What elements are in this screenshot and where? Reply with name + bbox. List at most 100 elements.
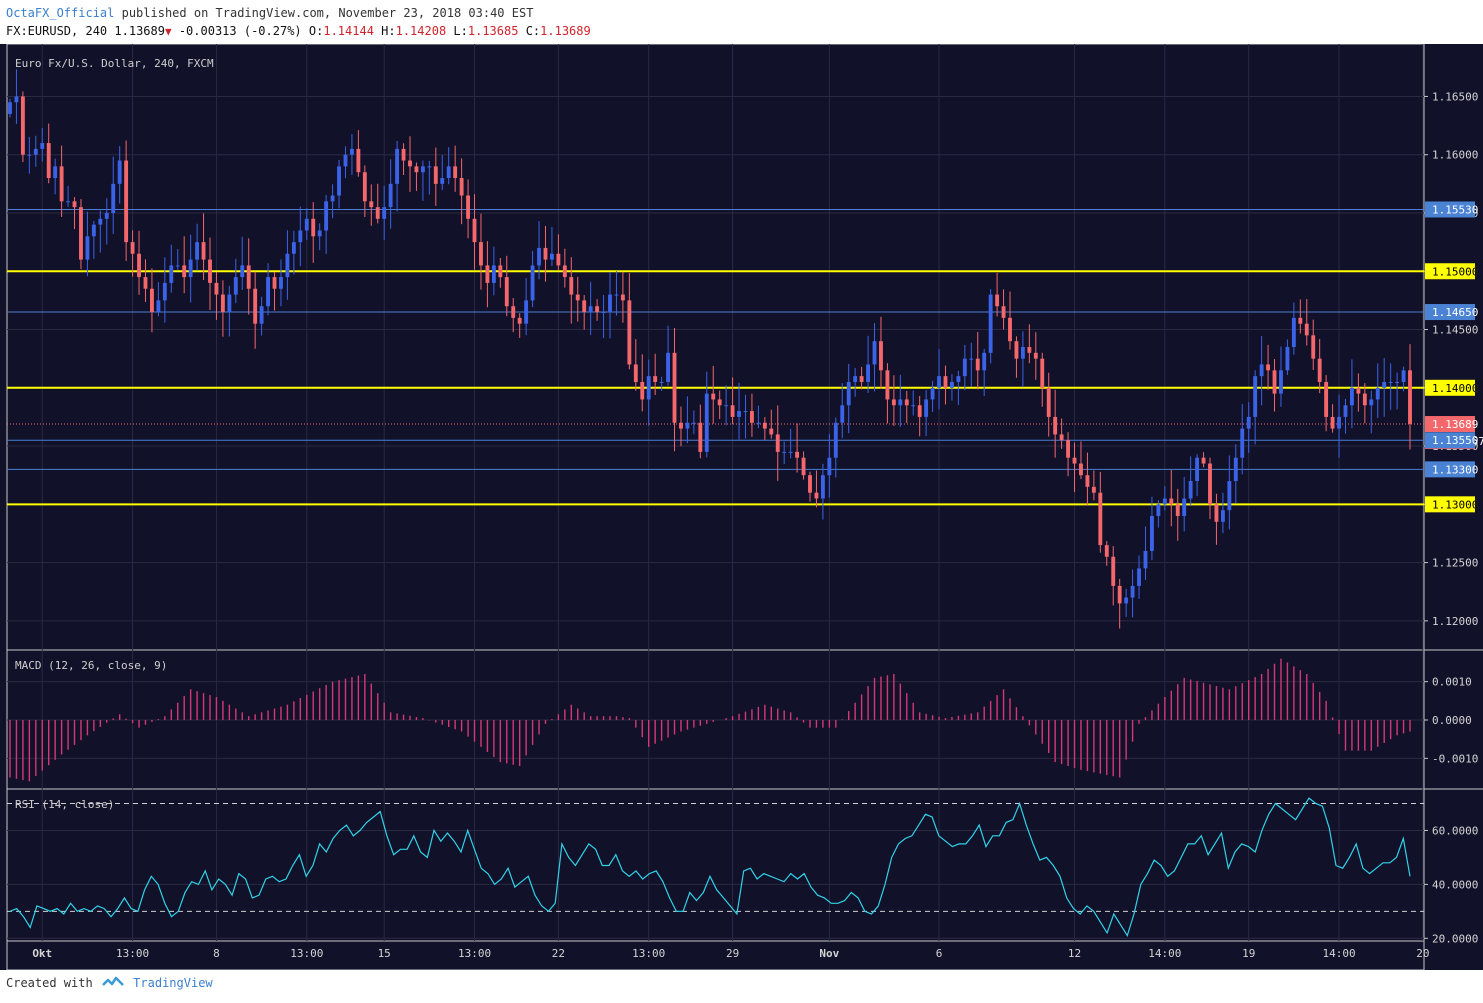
candle-body [1317, 358, 1322, 382]
candle-body [917, 405, 922, 417]
price-tick-label: 1.12500 [1432, 557, 1478, 570]
candle-body [782, 451, 787, 453]
published-text: published on TradingView.com, November 2… [121, 6, 534, 20]
price-tick-label: 1.16500 [1432, 90, 1478, 103]
candle-body [143, 277, 148, 289]
candle-body [1046, 387, 1051, 417]
candle-body [614, 294, 619, 296]
candle-body [485, 265, 490, 283]
candle-body [1001, 306, 1006, 318]
candle-body [156, 300, 161, 313]
price-tick-label: 1.14500 [1432, 324, 1478, 337]
candle-body [1137, 568, 1141, 586]
candle-body [795, 451, 800, 458]
price-tag-bg [1425, 304, 1475, 321]
candle-body [1124, 597, 1129, 604]
candle-body [833, 422, 838, 458]
candle-body [369, 201, 374, 208]
candle-body [911, 405, 916, 407]
candle-body [827, 457, 832, 476]
candle-body [1104, 545, 1109, 557]
candle-body [1098, 492, 1103, 546]
candle-body [672, 352, 677, 423]
down-triangle-icon: ▼ [164, 25, 172, 38]
candle-body [969, 358, 974, 360]
candle-body [304, 218, 309, 231]
candle-body [1201, 457, 1206, 464]
candle-body [324, 201, 329, 231]
candle-body [104, 212, 109, 219]
price-tag-bg [1425, 461, 1475, 478]
candle-body [1382, 381, 1387, 388]
candle-body [272, 277, 277, 289]
candle-body [859, 376, 864, 382]
candle-body [362, 172, 367, 202]
candle-body [137, 253, 141, 278]
price-tag-bg [1425, 416, 1475, 433]
candle-body [608, 294, 612, 313]
candle-body [885, 370, 890, 400]
time-tick-label: 19 [1242, 947, 1255, 960]
candle-body [395, 148, 400, 184]
high-value: 1.14208 [395, 24, 447, 38]
candle-body [1182, 498, 1187, 516]
candle-body [937, 376, 941, 388]
candle-body [433, 166, 438, 184]
candle-body [408, 160, 412, 167]
candle-body [72, 201, 77, 208]
candle-body [46, 143, 51, 179]
tradingview-brand[interactable]: TradingView [133, 976, 213, 990]
candle-body [279, 277, 283, 289]
price-tag-bg [1425, 496, 1475, 513]
candle-body [724, 405, 729, 407]
macd-tick-label: -0.0010 [1432, 752, 1478, 765]
candle-body [1027, 347, 1032, 353]
candle-body [1072, 457, 1077, 464]
candle-body [691, 422, 696, 424]
candle-body [646, 376, 651, 400]
price-tag-bg [1425, 432, 1475, 449]
candle-body [930, 387, 935, 400]
macd-tick-label: 0.0010 [1432, 676, 1472, 689]
candle-body [943, 376, 948, 388]
candle-body [1091, 486, 1096, 493]
candle-body [1401, 370, 1406, 382]
created-with-text: Created with [6, 976, 93, 990]
chart-background [0, 44, 1483, 970]
candle-body [1033, 352, 1038, 359]
candle-body [479, 242, 483, 266]
macd-tick-label: 0.0000 [1432, 714, 1472, 727]
candle-body [453, 166, 458, 179]
candle-body [53, 166, 58, 179]
candle-body [814, 492, 819, 499]
candle-body [427, 166, 432, 168]
price-tag-label: 1.15000 [1432, 265, 1478, 278]
time-tick-label: 13:00 [458, 947, 491, 960]
chart-canvas[interactable]: 1.120001.125001.130001.135001.140001.145… [0, 44, 1483, 970]
candle-body [40, 143, 45, 149]
candle-body [537, 247, 541, 266]
candle-body [517, 317, 522, 324]
candle-body [1369, 399, 1374, 406]
candle-body [788, 451, 793, 453]
candle-body [98, 218, 103, 225]
close-value: 1.13689 [540, 24, 591, 38]
candle-body [195, 242, 200, 260]
candle-body [659, 381, 664, 383]
candle-body [1020, 347, 1025, 359]
candle-body [291, 242, 296, 254]
candle-body [666, 352, 670, 382]
candle-body [85, 236, 90, 260]
candle-body [27, 154, 32, 156]
author-link[interactable]: OctaFX_Official [6, 6, 115, 20]
candle-body [879, 341, 883, 371]
candle-body [1311, 335, 1316, 359]
candle-body [79, 207, 83, 260]
time-tick-label: 14:00 [1322, 947, 1355, 960]
price-tag-bg [1425, 379, 1475, 396]
candle-body [769, 428, 774, 435]
candle-body [208, 259, 212, 283]
candle-body [956, 376, 961, 382]
candle-body [698, 422, 703, 452]
candle-body [1298, 317, 1303, 324]
